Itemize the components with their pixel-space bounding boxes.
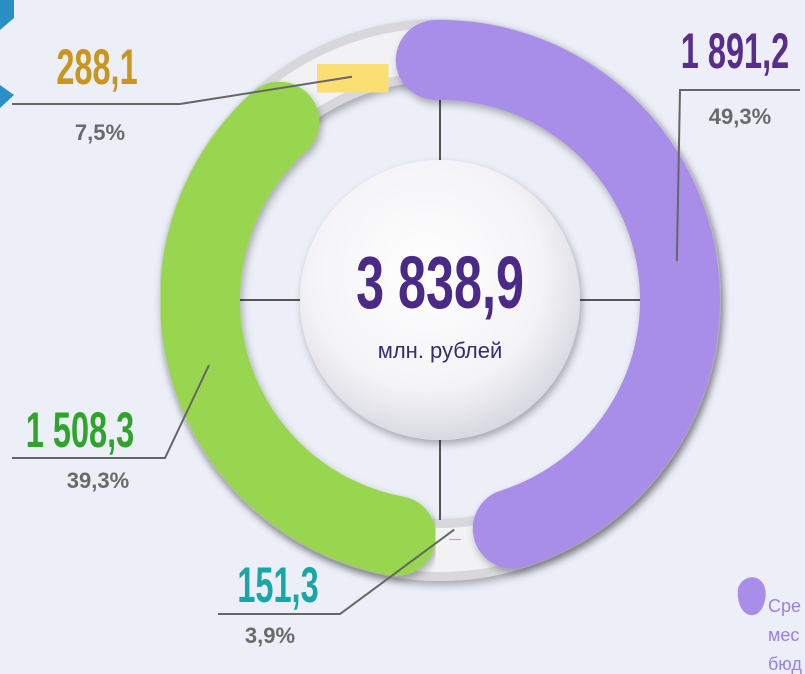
center-circle [300, 160, 580, 440]
legend-swatch [737, 577, 766, 616]
leader-line [675, 89, 800, 262]
total-unit: млн. рублей [378, 338, 503, 363]
share-label: 3,9% [245, 623, 295, 648]
corner-decor [0, 85, 14, 108]
legend-text: бюд [768, 654, 802, 674]
total-label: 3 838,9 [356, 243, 524, 325]
value-label-group: 151,3 [237, 557, 318, 613]
legend-text: мес [768, 625, 799, 645]
value-label: 1 508,3 [26, 402, 134, 458]
value-label-group: 1 508,3 [26, 402, 134, 458]
legend-text: Сре [768, 596, 801, 616]
leader-line [12, 364, 210, 459]
value-label-group: 288,1 [56, 39, 137, 95]
value-label: 1 891,2 [681, 23, 789, 79]
share-label: 49,3% [709, 104, 771, 129]
donut-segment [410, 499, 500, 580]
value-label: 151,3 [237, 557, 318, 613]
corner-decor [0, 0, 14, 30]
donut-segment [287, 28, 418, 129]
leader-line [12, 75, 353, 105]
value-label-group: 1 891,2 [681, 23, 789, 79]
leader-line [218, 528, 455, 615]
share-label: 7,5% [75, 120, 125, 145]
share-label: 39,3% [67, 468, 129, 493]
total-group: 3 838,9 [356, 243, 524, 325]
value-label: 288,1 [56, 39, 137, 95]
